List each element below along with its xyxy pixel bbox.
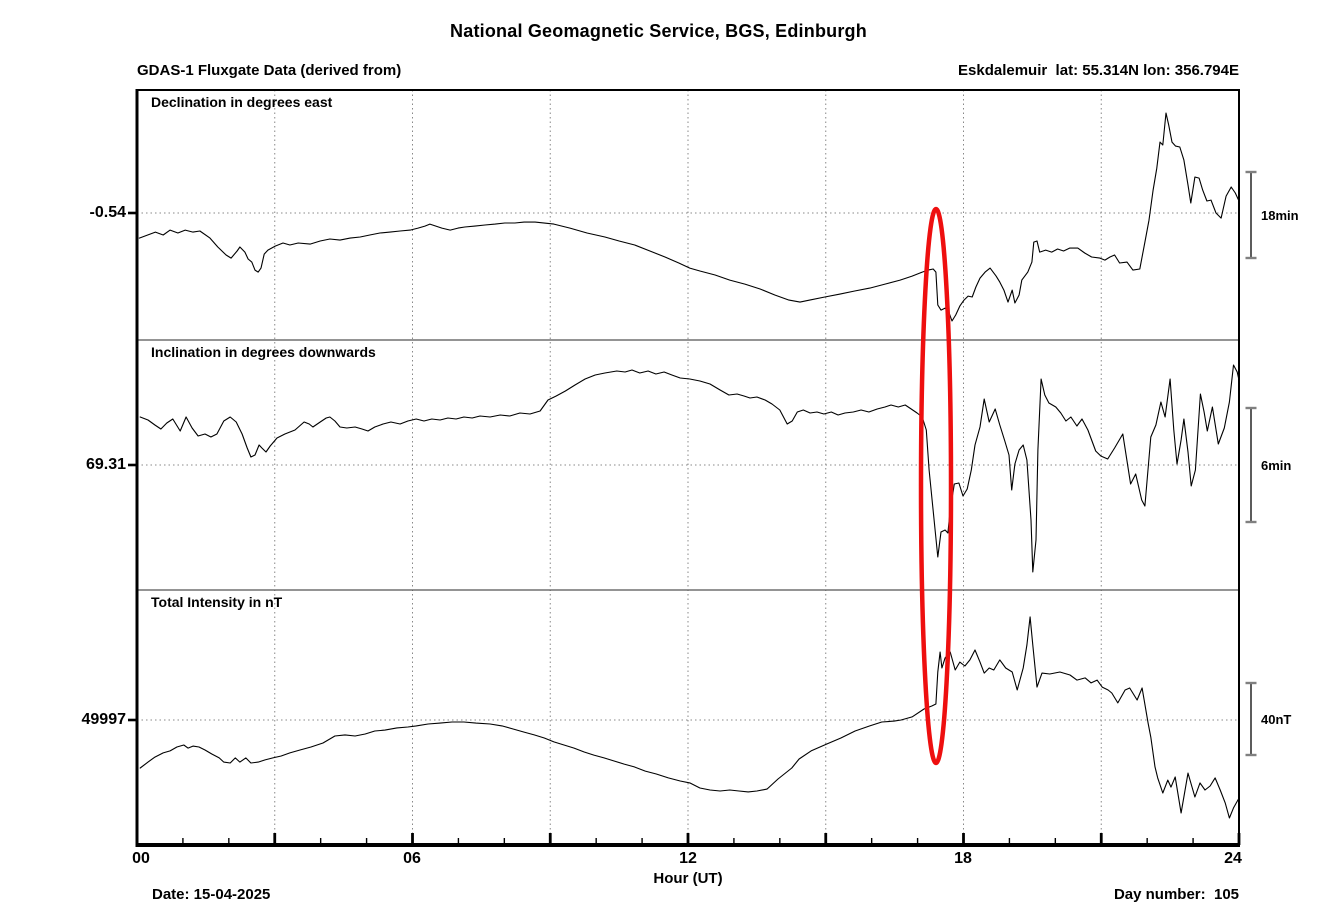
dataset-label: GDAS-1 Fluxgate Data (derived from) [137, 62, 402, 79]
x-tick-00: 00 [132, 850, 150, 867]
panel-label-inclination: Inclination in degrees downwards [151, 344, 376, 360]
declination-series-line [138, 112, 1240, 322]
x-axis-title: Hour (UT) [653, 870, 723, 887]
panel-label-declination: Declination in degrees east [151, 94, 333, 110]
panel-label-total-intensity: Total Intensity in nT [151, 594, 283, 610]
y-tick-total-intensity: 49997 [81, 711, 127, 728]
day-number-label: Day number: 105 [1113, 886, 1239, 903]
scalebar-label-declination: 18min [1261, 208, 1299, 223]
x-tick-06: 06 [403, 850, 421, 867]
x-tick-12: 12 [679, 850, 697, 867]
total-intensity-series-line [139, 616, 1240, 819]
station-coordinates-label: Eskdalemuir lat: 55.314N lon: 356.794E [958, 62, 1239, 79]
y-tick-declination: -0.54 [89, 204, 126, 221]
scalebar-label-total-intensity: 40nT [1261, 712, 1292, 727]
page-title: National Geomagnetic Service, BGS, Edinb… [450, 21, 867, 41]
x-tick-24: 24 [1224, 850, 1242, 867]
x-tick-18: 18 [954, 850, 972, 867]
highlight-ellipse-annotation [918, 206, 954, 766]
inclination-series-line [139, 364, 1240, 573]
y-tick-inclination: 69.31 [85, 456, 126, 473]
scalebar-label-inclination: 6min [1261, 458, 1292, 473]
date-label: Date: 15-04-2025 [152, 886, 271, 903]
